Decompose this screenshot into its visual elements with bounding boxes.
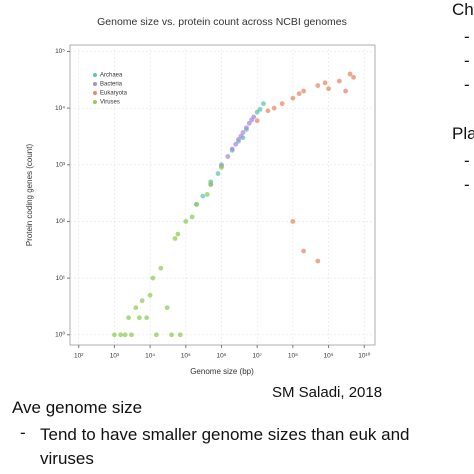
y-axis-label: Protein coding genes (count) [25,144,34,247]
heading: Ave genome size [12,398,143,417]
bullet-text: Tend to have smaller genome sizes than e… [40,425,410,468]
point [244,125,249,131]
right-bullet: - [464,27,470,46]
point [204,192,210,197]
point [279,101,285,107]
point [296,91,302,97]
y-tick-label: 10⁵ [55,48,65,55]
point [194,201,199,207]
point [238,133,244,139]
point [164,305,170,311]
legend-label: Viruses [100,100,120,106]
chart: Genome size vs. protein count across NCB… [25,16,376,376]
right-bullet: - [464,175,470,194]
legend-label: Bacteria [100,82,123,88]
x-tick-label: 10² [74,353,84,360]
credit: SM Saladi, 2018 [272,384,383,401]
right-bullet: - [464,151,470,170]
legend-marker [93,73,97,77]
plot-area [69,44,376,346]
point [215,171,221,176]
point [271,105,277,111]
legend-marker [93,100,97,104]
y-tick-label: 10¹ [56,275,66,282]
point [172,236,178,241]
x-tick-label: 10³ [110,353,120,360]
point [139,298,145,304]
right-bullet: - [464,75,470,94]
point [189,214,195,220]
point [257,106,263,112]
point [315,258,321,264]
right-heading: Pla [452,124,474,143]
right-bullet: - [464,51,470,70]
point [290,95,296,101]
point [150,275,156,281]
legend-marker [93,82,97,86]
x-tick-label: 10⁹ [324,353,334,360]
point [326,86,331,92]
bullet-marker: - [20,423,26,442]
point [301,248,307,254]
point [322,80,328,86]
y-tick-label: 10⁴ [55,105,65,112]
y-tick-label: 10⁰ [55,330,65,338]
point [169,332,174,338]
point [343,88,348,94]
point [290,219,296,224]
point [200,193,206,199]
point [301,88,307,94]
x-tick-label: 10⁵ [181,353,191,360]
point [112,332,117,338]
point [261,101,266,107]
x-tick-label: 10⁷ [252,353,262,360]
point [236,137,241,142]
point [208,182,214,187]
point [183,219,189,224]
y-tick-label: 10³ [56,162,66,169]
x-tick-label: 10⁶ [217,353,227,360]
point [225,154,231,159]
point [347,71,353,77]
legend-label: Eukaryota [100,91,128,97]
point [246,120,252,126]
point [177,332,183,338]
point [336,78,342,84]
point [233,141,239,147]
point [136,315,142,321]
point [351,74,356,80]
point [265,108,271,114]
point [122,332,128,338]
point [254,118,260,124]
x-axis-label: Genome size (bp) [190,367,254,376]
point [175,231,181,237]
y-tick-label: 10² [56,218,66,225]
legend-marker [93,91,97,95]
chart-title: Genome size vs. protein count across NCB… [97,16,347,28]
x-tick-label: 10⁴ [145,353,155,360]
point [153,332,159,338]
point [147,292,153,298]
point [240,130,246,135]
x-tick-label: 10¹⁰ [358,352,370,360]
point [126,315,132,321]
point [158,265,164,271]
point [315,83,321,88]
point [144,315,150,321]
point [249,117,255,123]
point [229,146,235,152]
legend-label: Archaea [100,73,123,79]
x-tick-label: 10⁸ [288,353,298,360]
point [133,305,139,311]
point [219,164,224,170]
point [129,332,134,338]
right-heading: Ch [452,0,474,19]
point [118,332,124,338]
